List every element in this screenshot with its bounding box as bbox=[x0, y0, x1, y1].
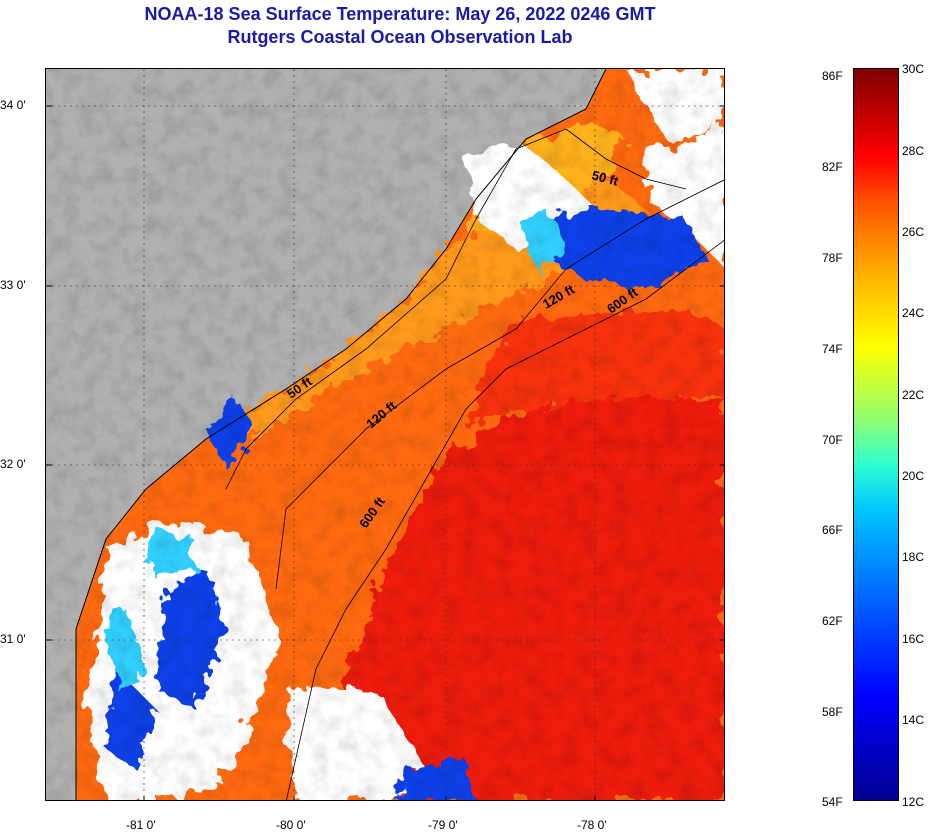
coastline bbox=[75, 69, 607, 800]
scale-label-f: 62F bbox=[822, 614, 843, 628]
scale-label-f: 58F bbox=[822, 705, 843, 719]
isobath-label: 50 ft bbox=[590, 167, 620, 189]
scale-label-c: 26C bbox=[902, 225, 925, 239]
scale-label-c: 12C bbox=[902, 795, 925, 809]
lon-label-79: -79 0' bbox=[428, 818, 458, 832]
isobath-50ft bbox=[225, 128, 687, 490]
axis-ticks bbox=[46, 105, 724, 800]
scale-label-f: 86F bbox=[822, 69, 843, 83]
lat-label-32: 32 0' bbox=[0, 457, 26, 471]
scale-label-c: 16C bbox=[902, 632, 925, 646]
color-scale-bar bbox=[853, 68, 899, 801]
scale-label-f: 66F bbox=[822, 523, 843, 537]
graticule bbox=[46, 69, 724, 800]
lat-label-31: 31 0' bbox=[0, 632, 26, 646]
sst-map-svg: 50 ft 50 ft 120 ft 120 ft 600 ft 600 ft bbox=[46, 69, 724, 800]
sst-texture bbox=[46, 69, 724, 800]
scale-label-f: 78F bbox=[822, 251, 843, 265]
scale-label-c: 20C bbox=[902, 469, 925, 483]
scale-label-c: 22C bbox=[902, 388, 925, 402]
map-subtitle: Rutgers Coastal Ocean Observation Lab bbox=[227, 27, 573, 47]
scale-label-c: 30C bbox=[902, 62, 925, 76]
lat-label-33: 33 0' bbox=[0, 278, 26, 292]
scale-label-f: 74F bbox=[822, 342, 843, 356]
sst-map[interactable]: 50 ft 50 ft 120 ft 120 ft 600 ft 600 ft bbox=[45, 68, 725, 801]
map-title: NOAA-18 Sea Surface Temperature: May 26,… bbox=[144, 4, 656, 24]
scale-label-f: 82F bbox=[822, 160, 843, 174]
lon-label-81: -81 0' bbox=[126, 818, 156, 832]
lon-label-80: -80 0' bbox=[276, 818, 306, 832]
scale-label-c: 18C bbox=[902, 550, 925, 564]
scale-label-f: 54F bbox=[822, 795, 843, 809]
lon-label-78: -78 0' bbox=[577, 818, 607, 832]
scale-label-c: 28C bbox=[902, 144, 925, 158]
lat-label-34: 34 0' bbox=[0, 98, 26, 112]
scale-label-c: 24C bbox=[902, 306, 925, 320]
scale-label-c: 14C bbox=[902, 713, 925, 727]
isobath-600ft bbox=[286, 240, 724, 800]
scale-label-f: 70F bbox=[822, 433, 843, 447]
